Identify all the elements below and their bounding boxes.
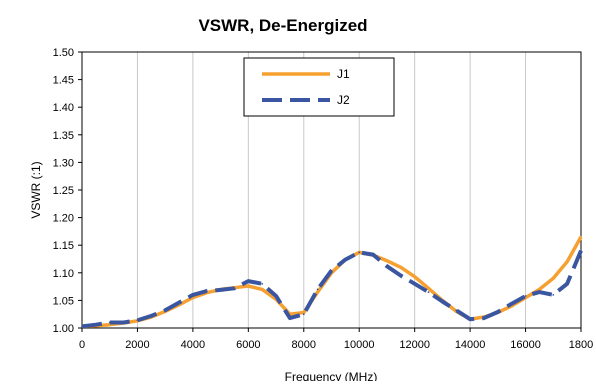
x-tick-label: 14000	[455, 339, 486, 351]
data-point-j2	[261, 282, 264, 285]
data-point-j2	[552, 293, 555, 296]
data-point-j2	[289, 317, 291, 319]
series-line-j1	[81, 236, 583, 329]
y-axis-ticks: 1.00 1.05 1.10 1.15 1.20 1.25 1.30 1.35 1.40 1.45…	[53, 47, 82, 335]
data-point-j1	[399, 266, 402, 269]
data-point-j2	[524, 295, 527, 297]
y-tick-label: 1.25	[53, 185, 74, 197]
data-point-j2	[372, 253, 374, 256]
y-tick-label: 1.00	[53, 323, 74, 335]
x-tick-label: 0	[79, 339, 85, 351]
x-tick-label: 1800	[569, 339, 593, 351]
y-tick-label: 1.15	[53, 240, 74, 252]
data-point-j2	[413, 282, 416, 285]
data-point-j1	[538, 288, 541, 291]
data-point-j2	[150, 314, 153, 317]
data-point-j2	[427, 291, 430, 294]
data-point-j2	[164, 309, 167, 312]
data-point-j2	[469, 318, 472, 321]
chart-title: VSWR, De-Energized	[198, 16, 367, 35]
data-point-j2	[275, 295, 277, 297]
y-tick-label: 1.45	[53, 75, 74, 87]
data-point-j1	[413, 275, 416, 278]
data-point-j2	[191, 293, 194, 296]
y-tick-label: 1.20	[53, 213, 74, 225]
data-point-j1	[386, 259, 388, 262]
data-point-j1	[261, 288, 264, 291]
data-point-j2	[330, 269, 333, 272]
y-tick-label: 1.10	[53, 268, 74, 280]
data-point-j1	[302, 311, 305, 314]
x-tick-label: 6000	[236, 339, 260, 351]
data-point-j2	[538, 291, 541, 294]
series-layer	[81, 236, 583, 329]
y-tick-label: 1.35	[53, 130, 74, 142]
legend-label-j2: J2	[337, 93, 350, 107]
data-point-j2	[580, 249, 582, 252]
legend-label-j1: J1	[337, 67, 350, 81]
data-point-j2	[108, 321, 111, 324]
data-point-j2	[344, 258, 347, 261]
data-point-j2	[496, 311, 499, 313]
x-axis-ticks: 0 2000 4000 6000 8000 10000 12000 14000 16000 180…	[79, 328, 593, 351]
x-tick-label: 8000	[292, 339, 316, 351]
data-point-j1	[552, 277, 555, 280]
y-tick-label: 1.05	[53, 295, 74, 307]
data-point-j2	[566, 282, 569, 285]
x-tick-label: 10000	[344, 339, 375, 351]
data-point-j1	[566, 260, 569, 263]
data-point-j2	[483, 317, 485, 319]
legend: J1 J2	[243, 57, 395, 117]
data-point-j2	[81, 325, 83, 328]
x-tick-label: 4000	[181, 339, 205, 351]
data-point-j1	[247, 285, 250, 287]
x-tick-label: 12000	[399, 339, 430, 351]
data-point-j2	[399, 274, 402, 277]
data-point-j2	[205, 290, 208, 292]
data-point-j2	[358, 251, 361, 254]
data-point-j2	[510, 302, 513, 305]
y-tick-label: 1.30	[53, 157, 74, 169]
data-point-j2	[233, 287, 236, 290]
data-point-j2	[302, 313, 305, 316]
legend-box	[243, 57, 395, 117]
data-point-j2	[316, 288, 319, 291]
y-tick-label: 1.50	[53, 47, 74, 59]
x-tick-label: 16000	[510, 339, 541, 351]
data-point-j1	[427, 287, 430, 290]
x-tick-label: 2000	[125, 339, 149, 351]
y-tick-label: 1.40	[53, 102, 74, 114]
x-axis-label: Frequency (MHz)	[285, 370, 378, 381]
data-point-j2	[386, 265, 388, 268]
data-point-j1	[580, 236, 582, 238]
series-line-j2	[81, 249, 583, 329]
data-point-j2	[247, 280, 250, 282]
data-point-j2	[455, 309, 458, 312]
y-axis-label: VSWR (:1)	[29, 161, 43, 218]
data-point-j1	[316, 291, 319, 294]
data-point-j2	[122, 321, 125, 324]
data-point-j2	[136, 319, 139, 322]
data-point-j2	[219, 289, 222, 291]
data-point-j2	[178, 301, 180, 304]
data-point-j2	[441, 300, 444, 303]
data-point-j2	[94, 323, 97, 326]
